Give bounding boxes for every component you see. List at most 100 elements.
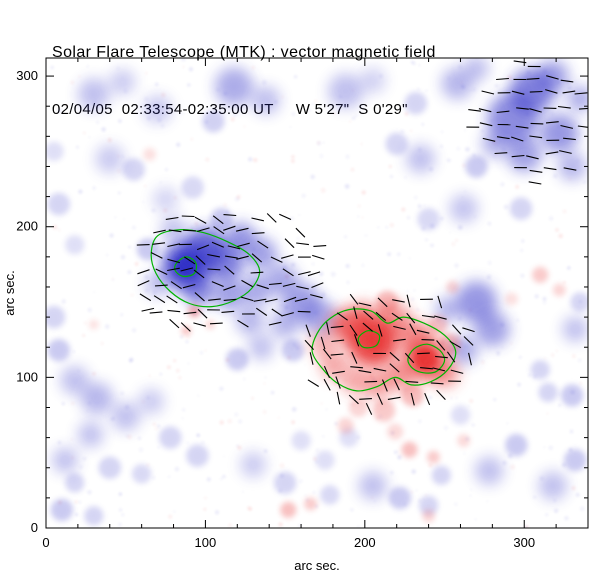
- negative-field-blob: [315, 450, 335, 470]
- vector-segment: [381, 379, 388, 392]
- noise-dot: [206, 477, 211, 482]
- noise-dot: [142, 201, 145, 204]
- vector-segment: [363, 310, 374, 320]
- noise-dot: [180, 335, 183, 339]
- negative-field-blob: [159, 426, 182, 449]
- vector-segment: [436, 340, 446, 351]
- vector-segment: [268, 282, 282, 286]
- vector-segment: [167, 258, 180, 264]
- noise-dot: [310, 174, 315, 179]
- vector-segment: [375, 311, 387, 321]
- vector-segment: [281, 312, 294, 317]
- negative-field-blob: [226, 348, 249, 371]
- positive-field-blob: [280, 501, 297, 518]
- vector-segment: [257, 240, 269, 249]
- noise-dot: [83, 131, 86, 135]
- noise-dot: [86, 65, 89, 68]
- negative-field-blob: [564, 449, 587, 472]
- negative-field-blob: [181, 176, 204, 199]
- noise-dot: [219, 386, 224, 391]
- noise-dot: [501, 346, 504, 349]
- vector-segment: [563, 167, 577, 171]
- noise-dot: [334, 422, 338, 425]
- vector-segment: [336, 312, 348, 321]
- noise-dot: [395, 353, 400, 358]
- noise-dot: [78, 75, 81, 78]
- positive-field-blob: [384, 358, 416, 391]
- negative-field-blob: [186, 444, 209, 467]
- noise-dot: [574, 81, 578, 84]
- noise-dot: [406, 290, 409, 293]
- negative-field-blob: [60, 366, 89, 395]
- negative-field-blob: [463, 58, 490, 82]
- noise-dot: [435, 277, 437, 280]
- vector-segment: [213, 226, 225, 235]
- vector-segment: [149, 311, 163, 314]
- noise-dot: [578, 132, 581, 136]
- vector-segment: [446, 351, 456, 363]
- positive-field-blob: [552, 283, 566, 297]
- noise-dot: [314, 99, 318, 103]
- noise-dot: [57, 108, 62, 113]
- vector-segment: [264, 298, 278, 303]
- noise-dot: [430, 243, 434, 248]
- x-tick-label: 0: [42, 535, 49, 550]
- y-tick-label: 0: [31, 520, 38, 535]
- noise-dot: [279, 463, 285, 468]
- vector-segment: [511, 136, 524, 142]
- vector-segment: [479, 122, 493, 127]
- noise-dot: [241, 490, 245, 493]
- vector-segment: [223, 225, 236, 231]
- noise-dot: [234, 412, 239, 417]
- noise-dot: [550, 353, 555, 357]
- noise-dot: [181, 58, 186, 62]
- noise-dot: [388, 165, 392, 168]
- noise-dot: [454, 263, 459, 268]
- vector-segment: [268, 321, 282, 326]
- vector-segment: [313, 245, 327, 247]
- vector-segment: [530, 122, 544, 125]
- noise-dot: [82, 457, 87, 461]
- noise-dot: [291, 407, 297, 412]
- noise-dot: [385, 226, 388, 229]
- noise-dot: [243, 125, 246, 128]
- vector-segment: [167, 309, 181, 313]
- x-tick-label: 100: [195, 535, 217, 550]
- noise-dot: [304, 494, 307, 497]
- vector-segment: [350, 366, 364, 369]
- noise-dot: [92, 186, 96, 190]
- negative-field-blob: [385, 132, 408, 156]
- noise-dot: [469, 494, 472, 497]
- noise-dot: [233, 113, 237, 117]
- vector-segment: [332, 370, 345, 374]
- noise-dot: [520, 273, 525, 278]
- noise-dot: [159, 308, 163, 312]
- contour-line: [407, 343, 446, 374]
- positive-field-blob: [422, 509, 435, 523]
- negative-field-blob: [136, 238, 160, 261]
- negative-field-blob: [481, 129, 510, 159]
- noise-dot: [496, 351, 501, 356]
- vector-segment: [155, 268, 168, 275]
- negative-field-blob: [235, 305, 265, 335]
- noise-dot: [82, 334, 85, 337]
- vector-segment: [559, 150, 572, 154]
- noise-dot: [450, 397, 453, 399]
- noise-dot: [76, 145, 79, 149]
- negative-field-blob: [441, 67, 474, 100]
- noise-dot: [57, 228, 61, 232]
- noise-dot: [168, 514, 173, 519]
- noise-dot: [123, 218, 125, 220]
- vector-segment: [336, 391, 341, 405]
- noise-dot: [558, 403, 562, 407]
- noise-dot: [88, 136, 91, 139]
- vector-segment: [223, 214, 237, 217]
- vector-segment: [529, 135, 543, 139]
- negative-field-blob: [77, 421, 104, 448]
- noise-dot: [543, 446, 546, 449]
- positive-field-blob: [341, 366, 370, 395]
- negative-field-blob: [65, 235, 85, 255]
- vector-segment: [180, 322, 191, 332]
- noise-dot: [533, 495, 536, 499]
- negative-field-blob: [84, 506, 104, 526]
